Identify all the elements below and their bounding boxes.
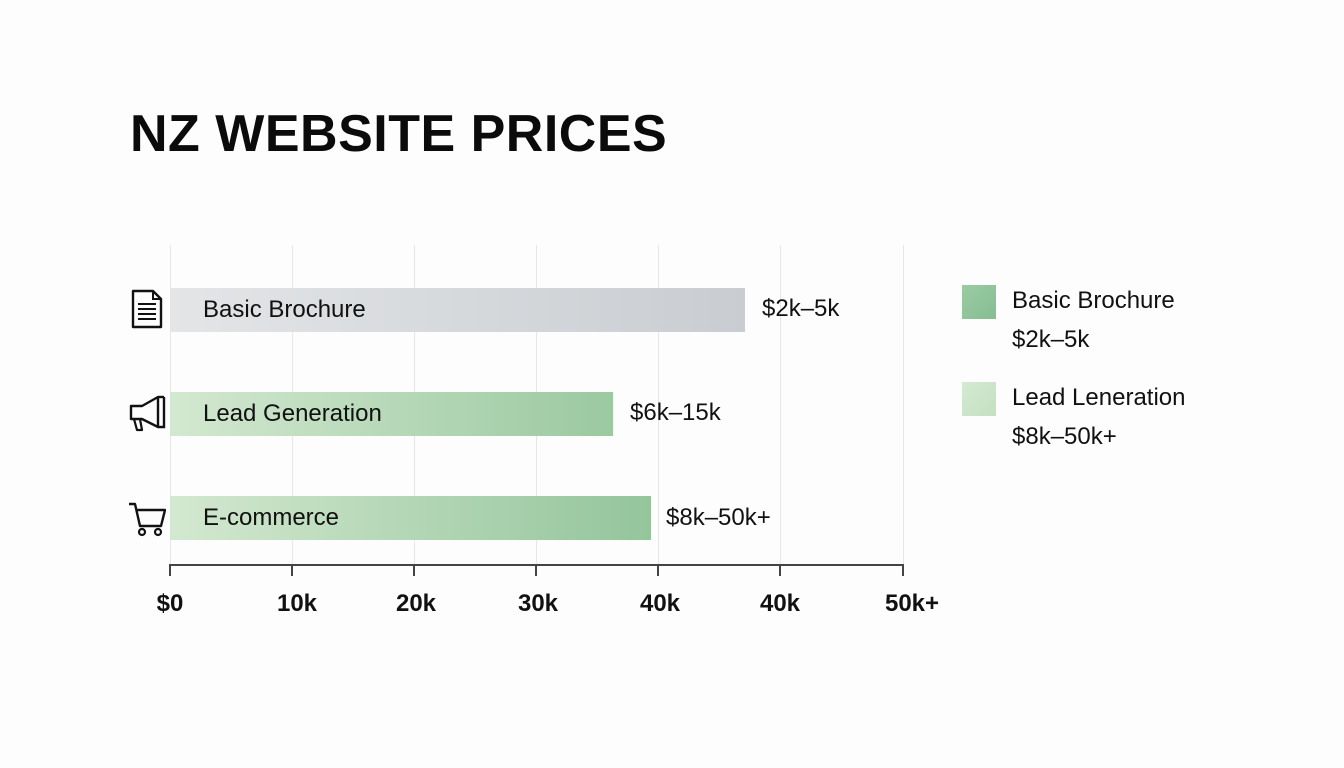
chart-title: NZ WEBSITE PRICES xyxy=(130,105,668,163)
bar-label: Basic Brochure xyxy=(203,296,366,323)
gridline xyxy=(658,245,659,565)
tick-label: 40k xyxy=(759,590,801,617)
tick xyxy=(657,564,659,576)
legend-swatch xyxy=(962,285,996,319)
tick-label: 20k xyxy=(395,590,437,617)
tick-label: $0 xyxy=(156,590,184,617)
bar-value: $6k–15k xyxy=(630,399,721,426)
bar-ecommerce: E-commerce xyxy=(170,496,651,540)
bar-value: $2k–5k xyxy=(762,295,840,322)
tick-label: 40k xyxy=(639,590,681,617)
gridline xyxy=(903,245,904,565)
tick xyxy=(291,564,293,576)
bar-value: $8k–50k+ xyxy=(666,504,771,531)
document-icon xyxy=(131,289,163,329)
megaphone-icon xyxy=(129,395,166,432)
cart-icon xyxy=(129,502,166,537)
gridline xyxy=(780,245,781,565)
bar-lead-generation: Lead Generation xyxy=(170,392,613,436)
tick xyxy=(413,564,415,576)
legend-sublabel: $2k–5k xyxy=(1012,326,1090,353)
legend-sublabel: $8k–50k+ xyxy=(1012,423,1117,450)
legend-label: Lead Leneration xyxy=(1012,384,1186,411)
bar-label: E-commerce xyxy=(203,504,340,531)
bar-basic-brochure: Basic Brochure xyxy=(170,288,745,332)
tick-label: 10k xyxy=(276,590,318,617)
tick-label: 50k+ xyxy=(884,590,940,617)
bar-label: Lead Generation xyxy=(203,400,382,427)
tick xyxy=(902,564,904,576)
legend-label: Basic Brochure xyxy=(1012,287,1175,314)
tick xyxy=(535,564,537,576)
tick-label: 30k xyxy=(517,590,559,617)
tick xyxy=(169,564,171,576)
legend-swatch xyxy=(962,382,996,416)
x-axis xyxy=(170,564,904,566)
tick xyxy=(779,564,781,576)
